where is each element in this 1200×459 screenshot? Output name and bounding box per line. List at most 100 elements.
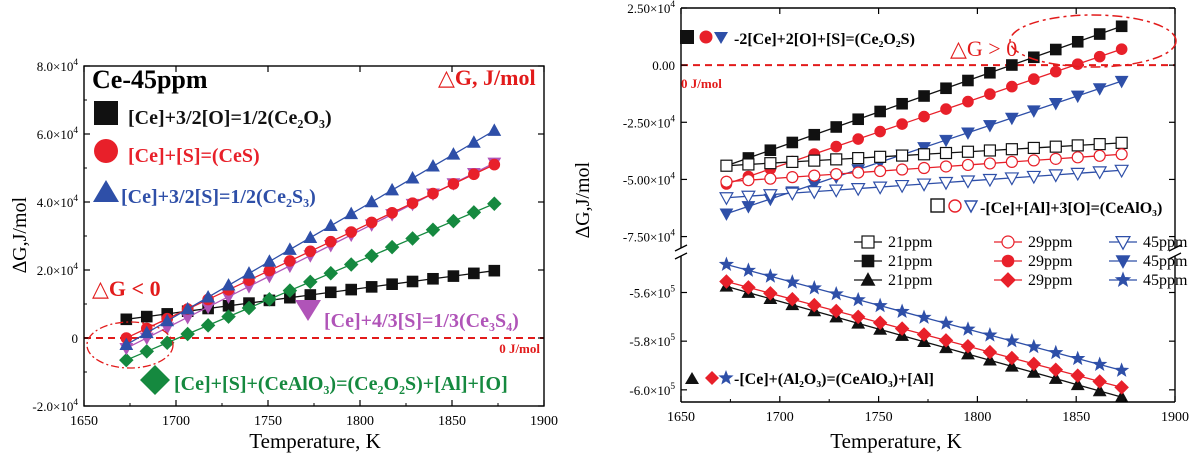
right-data-point	[1048, 371, 1063, 384]
axis-break-mark	[674, 252, 688, 260]
right-data-point	[1026, 365, 1041, 378]
left-data-point	[406, 197, 419, 209]
right-series	[719, 274, 1129, 395]
right-data-point	[962, 95, 974, 108]
right-data-point	[1092, 374, 1107, 389]
right-data-point	[1093, 28, 1106, 40]
left-x-tick-label: 1900	[530, 414, 558, 429]
right-axis-ticks	[680, 7, 1176, 402]
right-x-tick-label: 1900	[1161, 410, 1189, 425]
left-data-point	[365, 216, 378, 229]
right-data-point	[719, 274, 734, 289]
right-data-point	[806, 186, 822, 200]
left-data-point	[468, 267, 480, 280]
left-series	[119, 196, 502, 368]
left-data-point	[427, 272, 439, 285]
right-data-point	[939, 146, 953, 160]
right-x-axis-title: Temperature, K	[830, 429, 961, 453]
left-y-axis-title: ∆G,J/mol	[9, 196, 31, 273]
left-x-tick-label: 1850	[438, 414, 466, 429]
left-data-point	[487, 196, 502, 211]
right-data-point	[982, 327, 998, 342]
right-positive-region-ellipse	[1009, 14, 1177, 68]
right-data-point	[872, 181, 888, 195]
right-x-tick-label: 1750	[865, 410, 893, 425]
right-data-point	[807, 297, 822, 313]
r2-marker-triangle-down-open	[963, 200, 979, 214]
right-legend: 21ppm 29ppm 45ppm 21ppm 29ppm 45ppm 21ppm 29ppm…	[854, 234, 1188, 289]
left-y-tick-label: -2.0×104	[32, 398, 78, 414]
right-data-point	[895, 149, 909, 162]
left-legend-marker-circle	[94, 139, 118, 163]
right-data-point	[1005, 143, 1018, 156]
left-legend-marker-diamond	[140, 365, 170, 395]
right-data-point	[719, 192, 734, 206]
reaction-label-ce2o2s: -2[Ce]+2[O]+[S]=(Ce₂O₂S)	[734, 31, 915, 48]
right-chart: -7.50×104 -5.00×104 -2.50×104 0.00 2.50×104 -…	[572, 0, 1189, 453]
axis-break-mark	[1168, 244, 1182, 252]
right-data-point	[1115, 148, 1128, 161]
right-data-point	[1115, 136, 1128, 149]
left-y-tick-label: 2.0×104	[37, 262, 79, 278]
left-legend-label-ces: [Ce]+[S]=(CeS)	[128, 145, 260, 167]
right-data-point	[1026, 105, 1041, 118]
left-series	[119, 123, 502, 351]
right-data-point	[850, 309, 866, 325]
right-data-point	[1114, 75, 1129, 89]
left-data-point	[323, 218, 338, 232]
left-chart: -2.0×104 0 2.0×104 4.0×104 6.0×104 8.0×104 16…	[9, 58, 558, 453]
left-data-point	[466, 205, 482, 220]
right-data-point	[1049, 140, 1062, 153]
left-data-point	[303, 274, 318, 290]
right-data-point	[896, 97, 908, 110]
right-data-point	[784, 274, 800, 289]
right-legend-marker	[1001, 235, 1015, 249]
right-y-tick-labels: -7.50×104 -5.00×104 -2.50×104 0.00 2.50×104 -…	[623, 0, 675, 398]
right-data-point	[917, 161, 931, 175]
right-data-point	[852, 133, 864, 145]
right-positive-annotation: △G > 0	[950, 36, 1017, 61]
left-data-point	[201, 289, 215, 303]
right-data-point	[1071, 35, 1084, 48]
left-data-point	[303, 230, 318, 243]
right-data-point	[982, 173, 998, 188]
right-data-point	[764, 172, 777, 185]
reaction-label-al2o3: -[Ce]+(Al₂O₃)=(CeAlO₃)+[Al]	[734, 371, 934, 388]
right-data-point	[874, 164, 887, 178]
left-y-tick-labels: -2.0×104 0 2.0×104 4.0×104 6.0×104 8.0×104	[32, 58, 78, 414]
right-data-point	[850, 183, 866, 197]
left-data-point	[406, 275, 419, 288]
right-data-point	[918, 110, 930, 123]
right-legend-marker	[1115, 236, 1131, 251]
right-data-point	[764, 144, 777, 157]
right-legend-label: 21ppm	[888, 234, 933, 251]
left-data-point	[488, 158, 501, 171]
left-x-tick-label: 1750	[254, 414, 282, 429]
left-x-tick-label: 1800	[346, 414, 374, 429]
left-data-point	[119, 337, 134, 351]
left-axis-ticks	[83, 65, 545, 407]
left-data-point	[364, 248, 379, 264]
right-data-point	[1027, 141, 1040, 155]
right-data-point	[1093, 138, 1106, 151]
right-data-point	[1004, 172, 1020, 186]
right-data-point	[874, 150, 887, 163]
right-data-point	[939, 134, 953, 148]
left-data-point	[446, 147, 461, 160]
axis-break-mark	[674, 244, 688, 252]
left-unit-label: △G, J/mol	[438, 65, 536, 90]
right-data-point	[894, 303, 910, 318]
right-data-point	[1092, 166, 1108, 180]
left-data-point	[386, 206, 398, 219]
right-y-axis-title: ∆G,J/mol	[572, 161, 594, 238]
left-data-point	[426, 159, 440, 172]
left-data-point	[468, 168, 480, 181]
right-data-point	[961, 145, 975, 158]
left-data-point	[344, 206, 359, 220]
right-legend-marker	[1001, 254, 1015, 268]
left-x-axis-title: Temperature, K	[249, 429, 380, 453]
left-x-tick-label: 1700	[162, 414, 190, 429]
right-data-point	[982, 344, 998, 360]
right-data-point	[918, 90, 930, 102]
